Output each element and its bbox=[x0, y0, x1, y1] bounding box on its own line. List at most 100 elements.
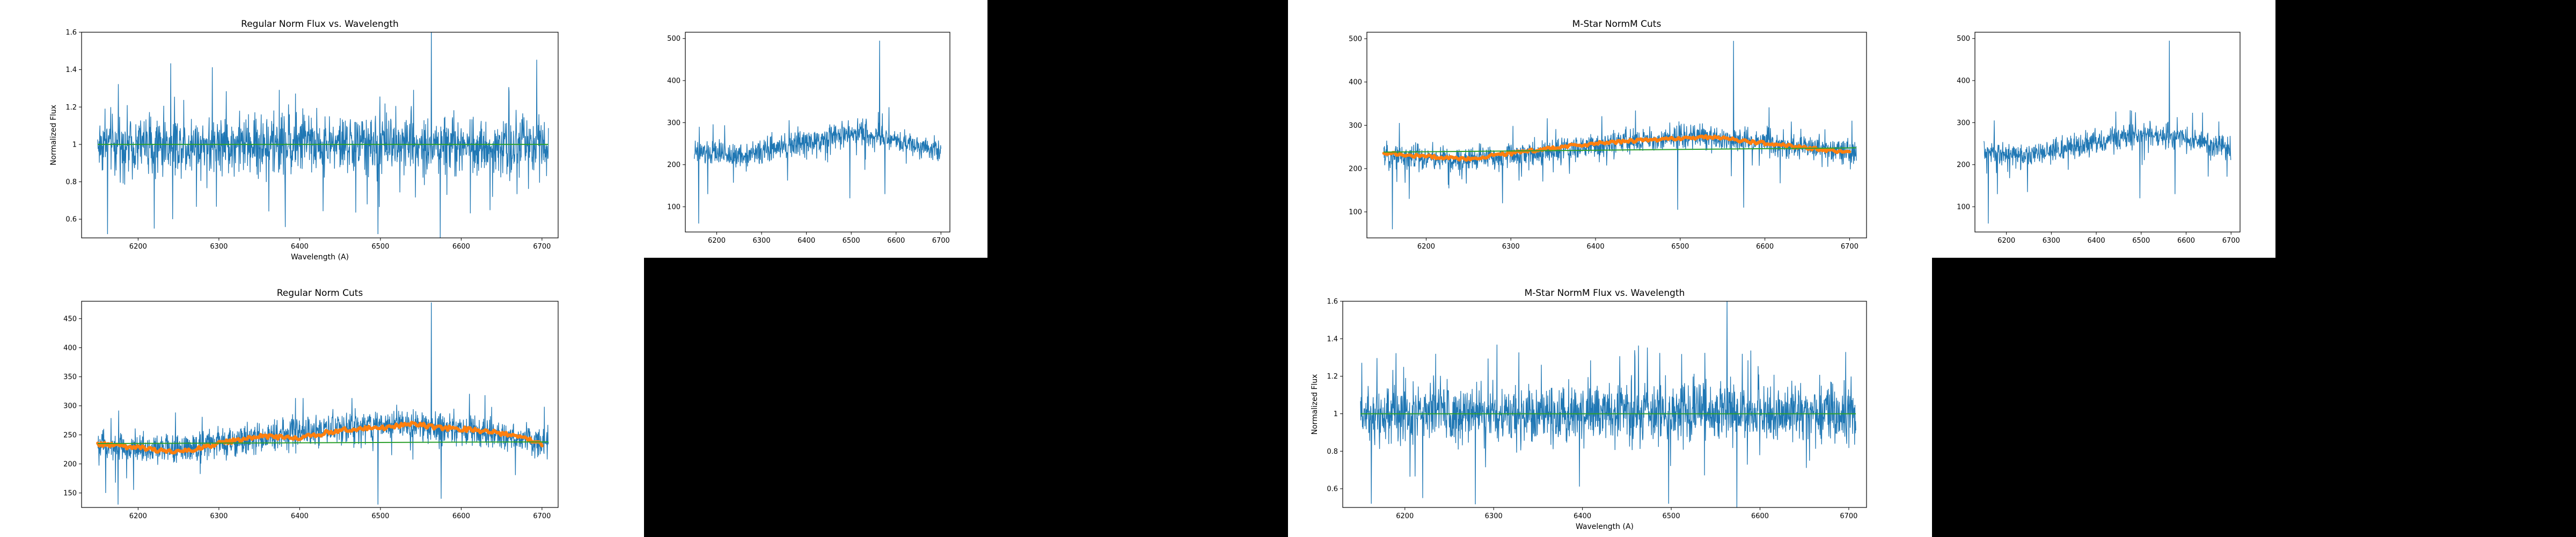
chart-title: M-Star NormM Flux vs. Wavelength bbox=[1525, 288, 1685, 299]
x-tick-label: 6700 bbox=[932, 237, 950, 245]
x-tick-label: 6400 bbox=[2088, 237, 2105, 245]
x-tick-label: 6700 bbox=[1841, 243, 1858, 251]
y-tick-label: 350 bbox=[63, 373, 77, 381]
plot-area bbox=[1360, 301, 1856, 507]
y-tick-label: 500 bbox=[667, 35, 680, 43]
x-tick-label: 6600 bbox=[2177, 237, 2195, 245]
plot-area bbox=[1382, 41, 1857, 229]
y-tick-label: 1 bbox=[1334, 410, 1338, 418]
flux-series-line bbox=[694, 40, 941, 224]
y-tick-label: 400 bbox=[1349, 78, 1362, 86]
x-axis-label: Wavelength (A) bbox=[1576, 523, 1634, 531]
y-tick-label: 200 bbox=[1349, 165, 1362, 173]
y-tick-label: 250 bbox=[63, 431, 77, 439]
x-tick-label: 6600 bbox=[887, 237, 905, 245]
flux-series-line bbox=[1984, 40, 2231, 224]
y-tick-label: 1.4 bbox=[1327, 335, 1338, 343]
plot-frame bbox=[81, 32, 559, 238]
y-tick-label: 0.6 bbox=[65, 216, 77, 224]
y-tick-label: 100 bbox=[1349, 208, 1362, 216]
cut-points-series bbox=[1382, 134, 1851, 162]
x-tick-label: 6300 bbox=[210, 243, 228, 251]
y-axis-label: Normalized Flux bbox=[49, 105, 58, 165]
y-tick-label: 400 bbox=[63, 344, 77, 352]
y-tick-label: 1 bbox=[72, 141, 77, 149]
x-tick-label: 6600 bbox=[452, 512, 470, 520]
y-tick-label: 0.8 bbox=[65, 178, 77, 186]
figure-regular-norm-cuts bbox=[0, 258, 644, 537]
y-tick-label: 0.6 bbox=[1327, 485, 1338, 494]
x-axis-label: Wavelength (A) bbox=[291, 253, 349, 262]
y-tick-label: 400 bbox=[1957, 77, 1970, 85]
x-tick-label: 6500 bbox=[2132, 237, 2150, 245]
y-tick-label: 100 bbox=[1957, 204, 1970, 212]
chart-regular-norm-cuts: 6200 6300 6400 6500 6600 6700 150 200 250 300 350 4… bbox=[63, 288, 559, 520]
chart-title: Regular Norm Cuts bbox=[277, 288, 363, 299]
x-tick-label: 6300 bbox=[753, 237, 771, 245]
y-tick-label: 200 bbox=[667, 161, 680, 169]
x-tick-label: 6200 bbox=[1417, 243, 1435, 251]
y-tick-label: 0.8 bbox=[1327, 448, 1338, 456]
flux-series-line bbox=[1360, 301, 1856, 507]
y-tick-label: 450 bbox=[63, 315, 77, 323]
x-tick-label: 6300 bbox=[2043, 237, 2060, 245]
x-tick-label: 6600 bbox=[1751, 512, 1769, 520]
x-tick-label: 6500 bbox=[371, 243, 389, 251]
x-tick-label: 6400 bbox=[291, 243, 309, 251]
y-tick-label: 1.6 bbox=[65, 29, 77, 37]
x-tick-label: 6700 bbox=[533, 243, 551, 251]
flux-series-line bbox=[1383, 41, 1857, 229]
figure-mstar-norm bbox=[1288, 0, 2275, 258]
chart-title: Regular Norm Flux vs. Wavelength bbox=[241, 19, 399, 30]
x-tick-label: 6200 bbox=[129, 512, 147, 520]
chart-mstar-normm-flux: 6200 6300 6400 6500 6600 6700 0.6 0.8 1 1.2 1.4 1.6… bbox=[1311, 288, 1867, 531]
y-tick-label: 200 bbox=[1957, 161, 1970, 169]
flux-series-line bbox=[97, 302, 549, 505]
continuum-fit-line bbox=[98, 441, 548, 444]
y-tick-label: 1.4 bbox=[65, 66, 77, 74]
y-tick-label: 150 bbox=[63, 489, 77, 497]
x-tick-label: 6600 bbox=[1756, 243, 1774, 251]
y-tick-label: 300 bbox=[1957, 119, 1970, 127]
plot-frame bbox=[1342, 301, 1867, 508]
y-tick-label: 400 bbox=[667, 77, 680, 85]
x-tick-label: 6500 bbox=[843, 237, 860, 245]
y-tick-label: 1.2 bbox=[1327, 373, 1338, 381]
x-tick-label: 6200 bbox=[708, 237, 726, 245]
plot-frame bbox=[81, 301, 559, 508]
cut-points-series bbox=[96, 420, 544, 455]
x-tick-label: 6700 bbox=[533, 512, 551, 520]
x-tick-label: 6400 bbox=[797, 237, 815, 245]
chart-title: M-Star NormM Cuts bbox=[1572, 19, 1662, 30]
x-tick-label: 6400 bbox=[291, 512, 309, 520]
y-axis-label: Normalized Flux bbox=[1311, 374, 1319, 435]
chart-upper-spectrum-1: 6200 6300 6400 6500 6600 6700 100 200 300 400 500 bbox=[667, 32, 950, 245]
y-tick-label: 300 bbox=[63, 402, 77, 410]
plot-frame bbox=[685, 32, 950, 233]
x-tick-label: 6200 bbox=[1997, 237, 2015, 245]
continuum-fit-line bbox=[1384, 147, 1857, 153]
plot-area bbox=[694, 40, 941, 224]
x-tick-label: 6600 bbox=[452, 243, 470, 251]
y-tick-label: 300 bbox=[1349, 122, 1362, 130]
plot-area bbox=[97, 32, 549, 238]
x-tick-label: 6300 bbox=[1502, 243, 1520, 251]
y-tick-label: 200 bbox=[63, 460, 77, 468]
y-tick-label: 100 bbox=[667, 204, 680, 212]
y-tick-label: 500 bbox=[1349, 35, 1362, 43]
y-tick-label: 300 bbox=[667, 119, 680, 127]
chart-regular-norm-flux: 6200 6300 6400 6500 6600 6700 0.6 0.8 1 1.2 1.4 1.6… bbox=[49, 19, 559, 262]
chart-upper-spectrum-2: 6200 6300 6400 6500 6600 6700 100 200 300 400 500 bbox=[1957, 32, 2241, 245]
x-tick-label: 6700 bbox=[2222, 237, 2240, 245]
flux-series-line bbox=[97, 32, 549, 238]
x-tick-label: 6700 bbox=[1840, 512, 1857, 520]
plot-area bbox=[1984, 40, 2231, 224]
plot-frame bbox=[1366, 32, 1867, 238]
chart-mstar-normm-cuts: 6200 6300 6400 6500 6600 6700 100 200 300 400 500 M… bbox=[1349, 19, 1867, 251]
x-tick-label: 6200 bbox=[129, 243, 147, 251]
plot-area bbox=[96, 302, 549, 505]
x-tick-label: 6200 bbox=[1396, 512, 1414, 520]
x-tick-label: 6500 bbox=[1663, 512, 1680, 520]
y-tick-label: 1.6 bbox=[1327, 298, 1338, 306]
